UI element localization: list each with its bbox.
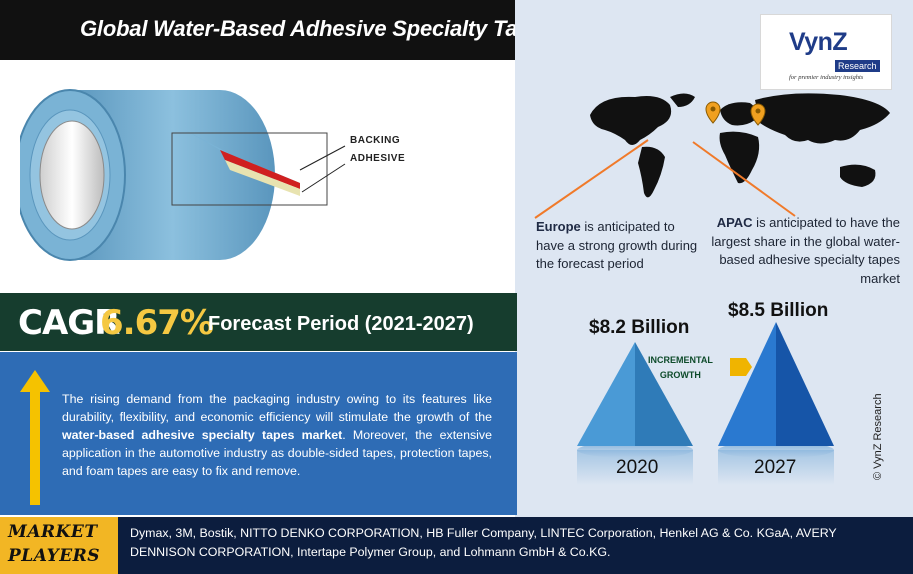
apac-pin-icon bbox=[750, 103, 766, 126]
europe-region: Europe bbox=[536, 219, 581, 234]
cagr-label: CAGR bbox=[18, 303, 120, 343]
world-map bbox=[590, 93, 890, 198]
description-box bbox=[0, 352, 517, 515]
description-highlight: water-based adhesive specialty tapes mar… bbox=[62, 428, 343, 442]
year-2020: 2020 bbox=[616, 457, 659, 478]
incremental-line1: INCREMENTAL bbox=[648, 355, 713, 365]
market-size-pyramids bbox=[577, 322, 834, 485]
pyramid-2020 bbox=[577, 342, 635, 446]
backing-layer bbox=[220, 150, 300, 189]
market-players-badge bbox=[0, 517, 118, 574]
adhesive-label: ADHESIVE bbox=[350, 153, 405, 164]
adhesive-layer bbox=[225, 160, 300, 196]
logo-tagline: for premier industry insights bbox=[789, 74, 864, 81]
pyramid-2027 bbox=[718, 322, 776, 446]
market-players-label: MARKET PLAYERS bbox=[8, 520, 112, 568]
amount-2020: $8.2 Billion bbox=[589, 317, 690, 338]
apac-region: APAC bbox=[716, 215, 753, 230]
market-players-list: Dymax, 3M, Bostik, NITTO DENKO CORPORATI… bbox=[130, 526, 837, 559]
backing-label: BACKING bbox=[350, 135, 400, 146]
pin-connectors bbox=[534, 139, 796, 219]
europe-note: Europe is anticipated to have a strong g… bbox=[536, 218, 701, 274]
market-players-line1: MARKET bbox=[8, 522, 98, 542]
europe-pin-icon bbox=[705, 101, 721, 124]
forecast-period: Forecast Period (2021-2027) bbox=[208, 313, 474, 335]
incremental-line2: GROWTH bbox=[659, 370, 701, 380]
up-arrow-icon bbox=[20, 370, 50, 505]
description-part1: The rising demand from the packaging ind… bbox=[62, 392, 492, 424]
year-2027: 2027 bbox=[754, 457, 797, 478]
apac-note: APAC is anticipated to have the largest … bbox=[700, 214, 900, 288]
footer bbox=[0, 517, 913, 574]
logo-sub: Research bbox=[835, 60, 880, 72]
incremental-growth-label: INCREMENTAL GROWTH bbox=[648, 353, 713, 383]
apac-note-text: is anticipated to have the largest share… bbox=[711, 215, 900, 286]
cagr-value: 6.67% bbox=[100, 303, 214, 343]
logo-brand: VynZ bbox=[789, 28, 848, 56]
tape-roll-illustration: BACKING ADHESIVE bbox=[20, 89, 405, 261]
logo bbox=[760, 14, 892, 90]
amount-2027: $8.5 Billion bbox=[728, 300, 829, 321]
description-text: The rising demand from the packaging ind… bbox=[62, 390, 492, 480]
market-players-line2: PLAYERS bbox=[8, 546, 101, 566]
incremental-arrow-icon bbox=[730, 358, 752, 376]
europe-note-text: is anticipated to have a strong growth d… bbox=[536, 219, 698, 271]
copyright: © VynZ Research bbox=[872, 393, 884, 480]
cagr-band bbox=[0, 293, 517, 351]
description-part2: . Moreover, the extensive application in… bbox=[62, 428, 492, 478]
